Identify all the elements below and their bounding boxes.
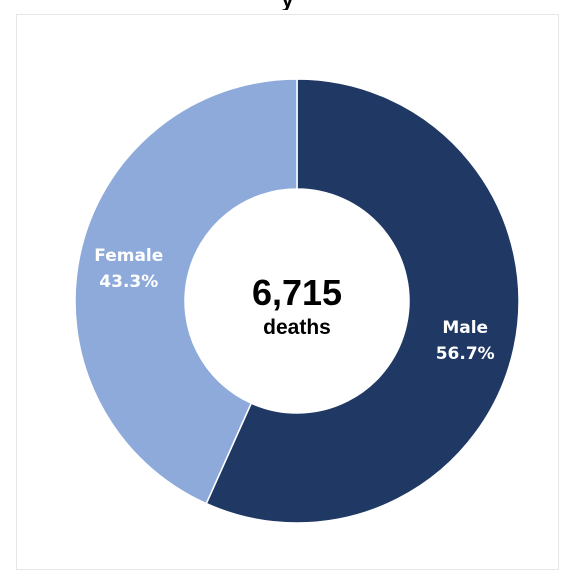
chart-title: y [0,0,575,10]
slice-female [74,78,298,505]
slice-label-female: Female [94,246,163,266]
slice-male [205,78,520,524]
slice-percent-male: 56.7% [436,344,495,364]
slice-label-male: Male [442,318,488,338]
center-value: 6,715 [252,272,342,313]
slice-percent-female: 43.3% [99,272,158,292]
center-unit: deaths [263,316,331,339]
